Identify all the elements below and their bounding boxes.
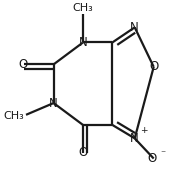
Text: N: N [130,21,139,34]
Text: O: O [19,58,28,71]
Text: CH₃: CH₃ [73,3,93,13]
Text: CH₃: CH₃ [3,111,24,121]
Text: +: + [141,126,148,135]
Text: O: O [147,152,157,165]
Text: N: N [130,132,139,145]
Text: N: N [49,97,58,110]
Text: O: O [78,146,88,159]
Text: ⁻: ⁻ [161,149,166,159]
Text: N: N [79,36,87,49]
Text: O: O [149,60,158,73]
